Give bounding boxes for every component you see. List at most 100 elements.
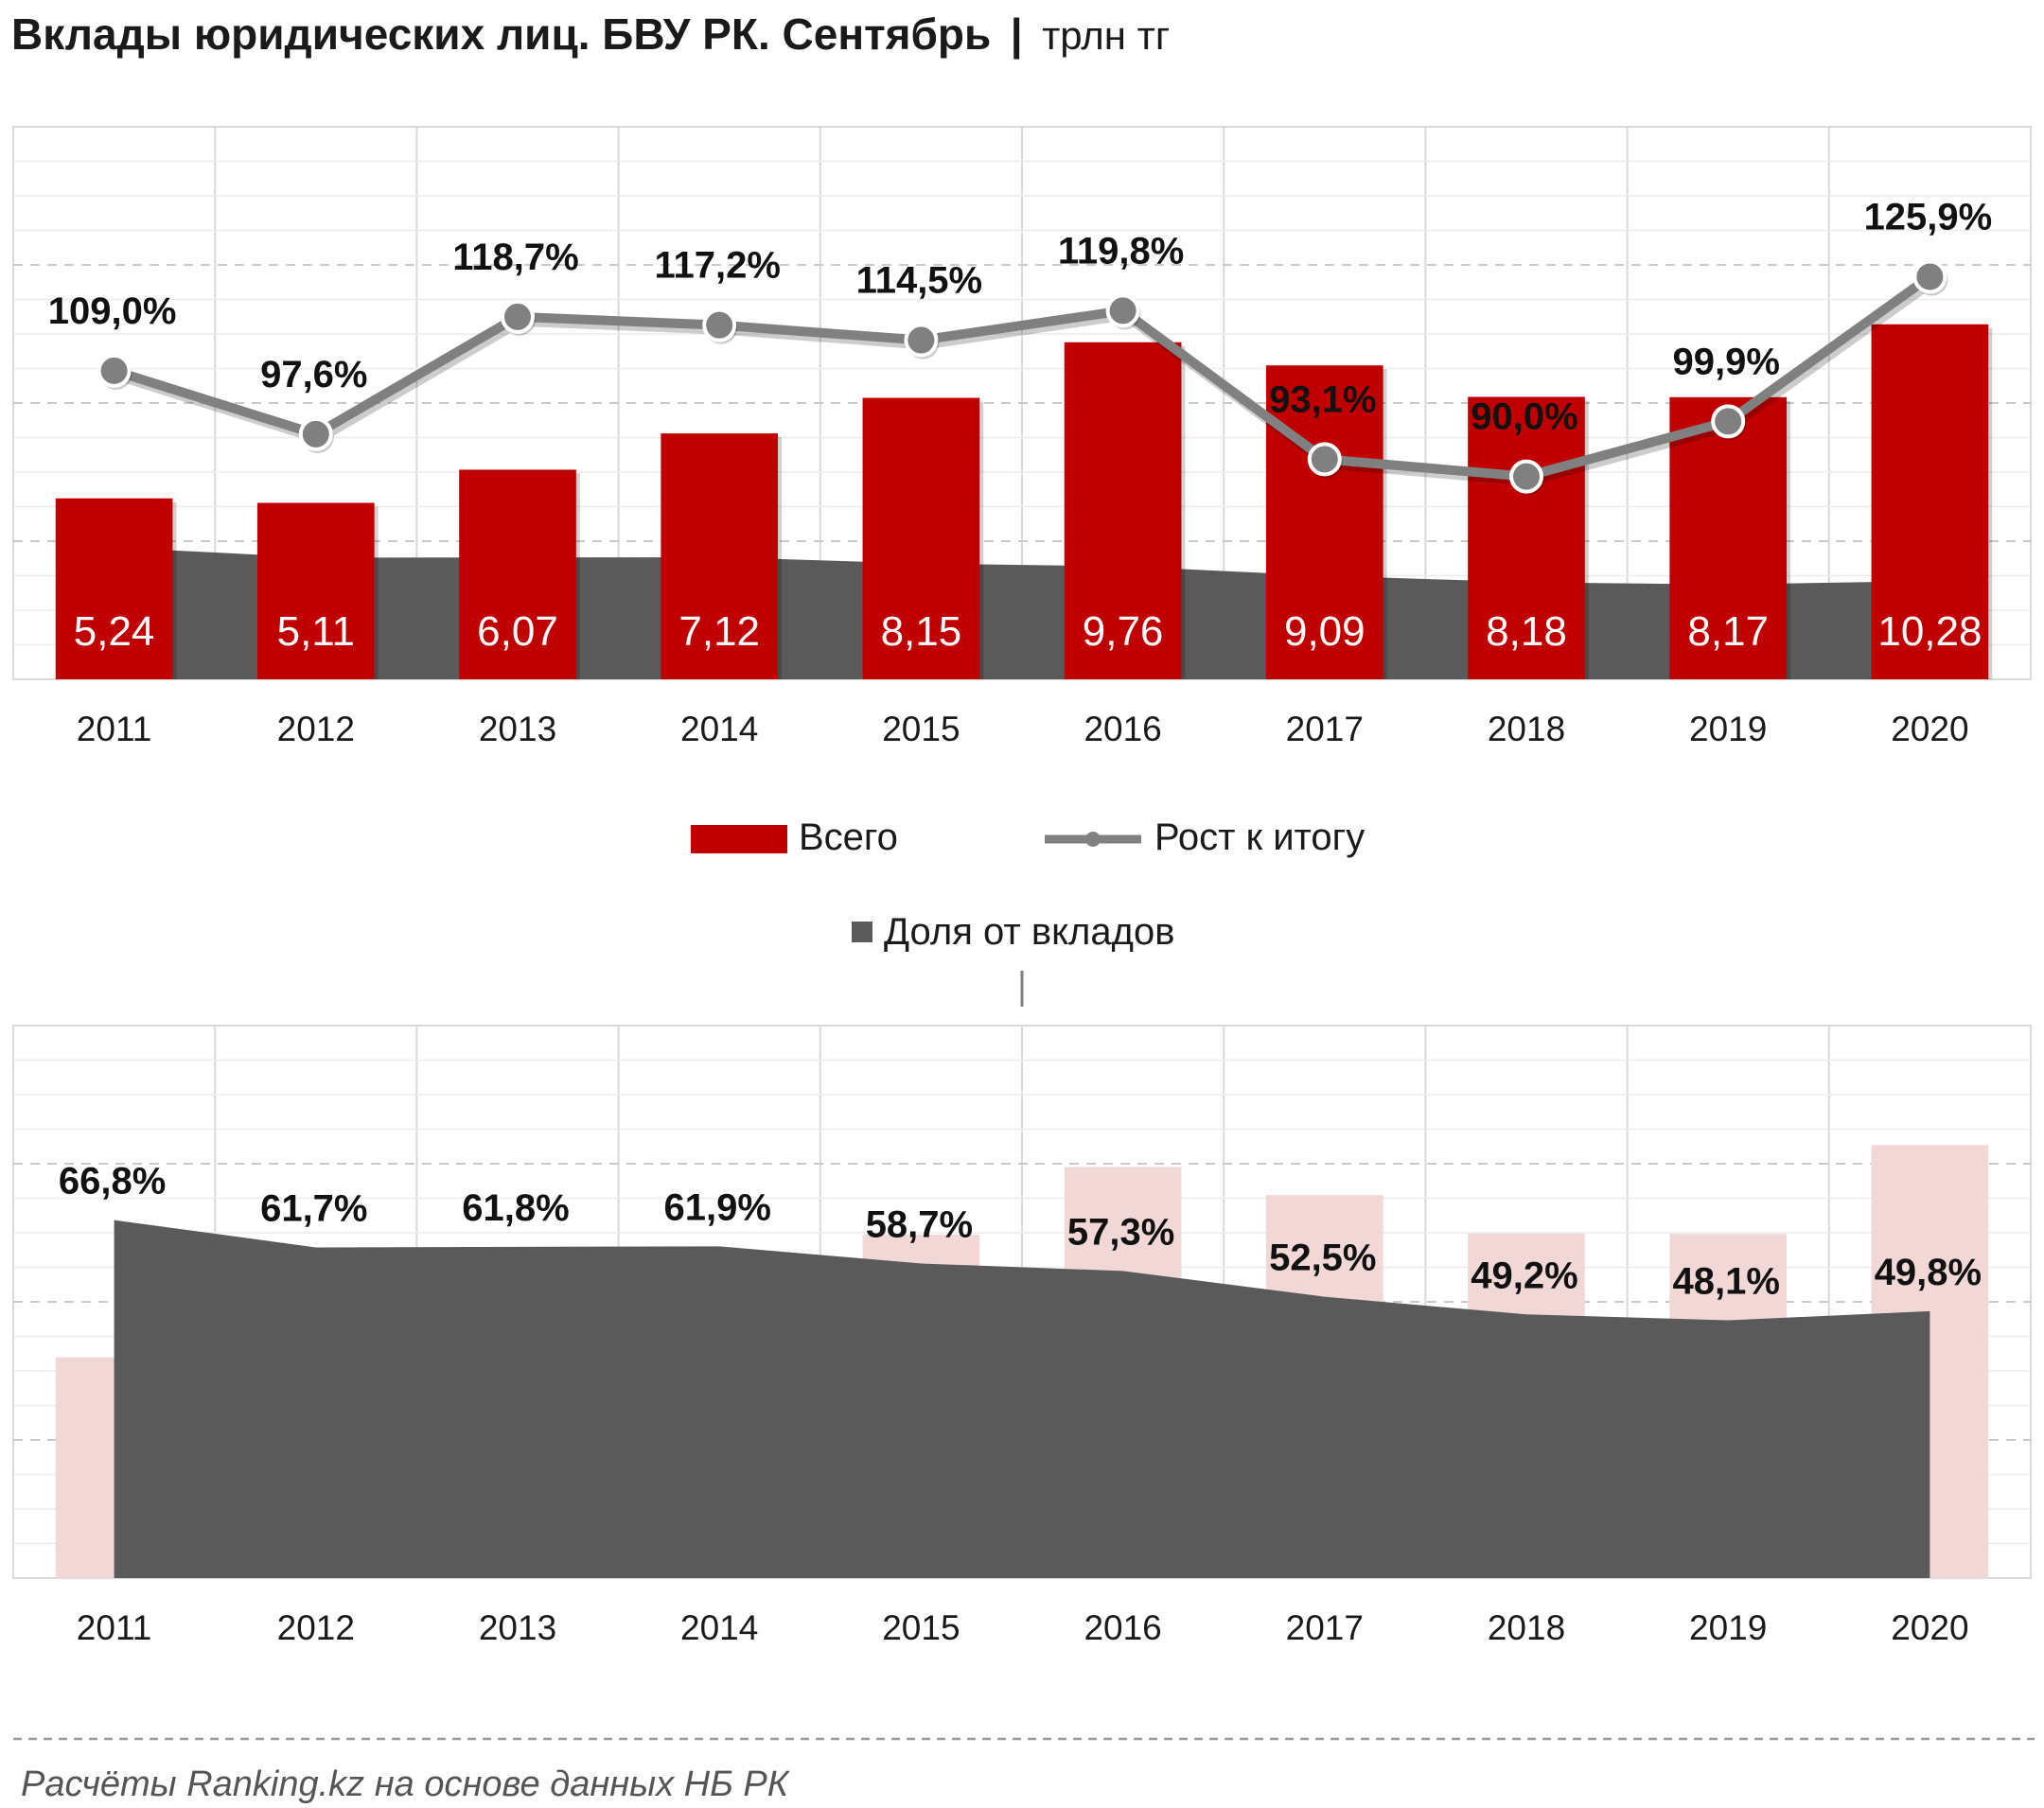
legend-item-share[interactable]: Доля от вкладов — [852, 911, 1174, 953]
x-tick-bottom-2012: 2012 — [277, 1608, 355, 1647]
x-tick-bottom-2015: 2015 — [882, 1608, 960, 1647]
share-value-label-2011: 66,8% — [59, 1161, 166, 1202]
top-labels: 5,24 5,11 6,07 7,12 8,15 9,76 9,09 8,18 8,17 10,2… — [48, 197, 1992, 655]
growth-value-label-2017: 93,1% — [1269, 378, 1376, 420]
bar-2015 — [862, 397, 980, 679]
x-tick-top-2019: 2019 — [1689, 710, 1767, 748]
growth-value-label-2011: 109,0% — [48, 290, 177, 332]
growth-marker-2013 — [501, 299, 535, 334]
bar-2019 — [1669, 396, 1788, 679]
bar-2014 — [661, 433, 779, 679]
legend-item-growth[interactable]: Рост к итогу — [1045, 816, 1365, 858]
share-value-label-2018: 49,2% — [1471, 1255, 1577, 1296]
x-tick-bottom-2019: 2019 — [1689, 1608, 1767, 1647]
share-value-label-2019: 48,1% — [1672, 1261, 1779, 1303]
chart-title-main: Вклады юридических лиц. БВУ РК. Сентябрь — [11, 9, 991, 59]
x-tick-top-2014: 2014 — [680, 710, 758, 748]
x-tick-bottom-2014: 2014 — [680, 1608, 758, 1647]
growth-value-label-2015: 114,5% — [856, 260, 982, 302]
bar-2018 — [1468, 396, 1585, 679]
bar-2011 — [55, 498, 173, 679]
top-bars — [55, 324, 1993, 679]
top-share-area — [114, 547, 1930, 679]
bar-value-label-2020: 10,28 — [1877, 608, 1982, 655]
growth-marker-2019 — [1711, 404, 1746, 439]
source-note: Расчёты Ranking.kz на основе данных НБ Р… — [21, 1764, 791, 1804]
bar-value-label-2017: 9,09 — [1284, 608, 1366, 655]
legend-swatch-share — [852, 922, 872, 942]
growth-line — [113, 272, 1933, 482]
growth-marker-2012 — [298, 416, 333, 451]
growth-line-shadow — [115, 275, 1936, 486]
chart-title-unit: трлн тг — [1042, 13, 1170, 58]
chart-title-separator: | — [1011, 9, 1023, 59]
x-tick-bottom-2018: 2018 — [1488, 1608, 1565, 1647]
share-value-label-2012: 61,7% — [260, 1187, 367, 1229]
bar-2012 — [256, 502, 375, 679]
share-value-label-2020: 49,8% — [1875, 1252, 1982, 1293]
x-tick-bottom-2017: 2017 — [1286, 1608, 1364, 1647]
bar-value-label-2015: 8,15 — [881, 608, 962, 655]
growth-value-label-2020: 125,9% — [1864, 197, 1993, 238]
top-growth-line — [97, 259, 1948, 496]
bar-value-label-2019: 8,17 — [1687, 608, 1769, 655]
share-value-label-2016: 57,3% — [1067, 1211, 1174, 1253]
share-value-label-2015: 58,7% — [866, 1203, 973, 1245]
bottom-panel: 66,8% 61,7% 61,8% 61,9% 58,7% 57,3% 52,5% 49,2%… — [12, 1025, 2032, 1647]
x-tick-top-2017: 2017 — [1286, 710, 1364, 748]
growth-value-label-2014: 117,2% — [654, 245, 780, 287]
bar-value-label-2016: 9,76 — [1083, 608, 1164, 655]
growth-marker-2015 — [904, 323, 939, 358]
bar-value-label-2014: 7,12 — [678, 608, 760, 655]
x-tick-top-2012: 2012 — [277, 710, 355, 748]
bottom-labels: 66,8% 61,7% 61,8% 61,9% 58,7% 57,3% 52,5% 49,2%… — [59, 1161, 1982, 1303]
bar-value-label-2018: 8,18 — [1486, 608, 1567, 655]
chart-title: Вклады юридических лиц. БВУ РК. Сентябрь… — [11, 9, 1170, 59]
x-tick-top-2016: 2016 — [1084, 710, 1161, 748]
top-share-area-path — [114, 547, 1930, 679]
legend-swatch-total — [691, 825, 787, 853]
x-tick-bottom-2016: 2016 — [1084, 1608, 1161, 1647]
growth-value-label-2016: 119,8% — [1058, 230, 1184, 272]
growth-value-label-2018: 90,0% — [1471, 396, 1577, 438]
legend-label-growth: Рост к итогу — [1154, 816, 1365, 858]
bar-2013 — [459, 469, 576, 679]
legend-label-total: Всего — [799, 816, 898, 858]
bar-value-label-2011: 5,24 — [74, 608, 155, 655]
x-tick-top-2018: 2018 — [1488, 710, 1565, 748]
bottom-x-ticks: 2011 2012 2013 2014 2015 2016 2017 2018 2019 2020 — [77, 1608, 1969, 1647]
growth-value-label-2019: 99,9% — [1672, 341, 1779, 382]
bar-value-label-2012: 5,11 — [277, 608, 355, 655]
legend-label-share: Доля от вкладов — [884, 911, 1174, 953]
growth-marker-2011 — [97, 353, 132, 388]
bar-2016 — [1064, 342, 1182, 679]
x-tick-bottom-2013: 2013 — [479, 1608, 556, 1647]
growth-marker-2016 — [1105, 293, 1140, 328]
share-value-label-2014: 61,9% — [663, 1186, 770, 1228]
x-tick-top-2013: 2013 — [479, 710, 556, 748]
top-x-ticks: 2011 2012 2013 2014 2015 2016 2017 2018 2019 2020 — [77, 710, 1969, 748]
x-tick-top-2011: 2011 — [77, 710, 152, 748]
legend-item-total[interactable]: Всего — [691, 816, 898, 858]
share-value-label-2013: 61,8% — [462, 1187, 569, 1229]
growth-marker-2018 — [1509, 459, 1543, 494]
x-tick-bottom-2020: 2020 — [1891, 1608, 1968, 1647]
x-tick-bottom-2011: 2011 — [77, 1608, 152, 1647]
bar-2017 — [1265, 365, 1383, 679]
share-area-path — [114, 1220, 1930, 1578]
growth-value-label-2012: 97,6% — [260, 354, 367, 395]
legend: Всего Рост к итогу Доля от вкладов — [691, 816, 1365, 953]
growth-marker-2014 — [702, 307, 737, 342]
growth-marker-2020 — [1912, 259, 1947, 294]
legend-swatch-growth-marker — [1085, 832, 1101, 847]
growth-value-label-2013: 118,7% — [452, 237, 578, 278]
bar-value-label-2013: 6,07 — [477, 608, 558, 655]
bar-2020 — [1871, 324, 1989, 679]
bottom-share-area — [114, 1220, 1930, 1578]
top-panel: 5,24 5,11 6,07 7,12 8,15 9,76 9,09 8,18 8,17 10,2… — [12, 126, 2032, 748]
x-tick-top-2020: 2020 — [1891, 710, 1968, 748]
share-value-label-2017: 52,5% — [1269, 1238, 1376, 1279]
x-tick-top-2015: 2015 — [882, 710, 960, 748]
growth-marker-2017 — [1307, 442, 1342, 477]
